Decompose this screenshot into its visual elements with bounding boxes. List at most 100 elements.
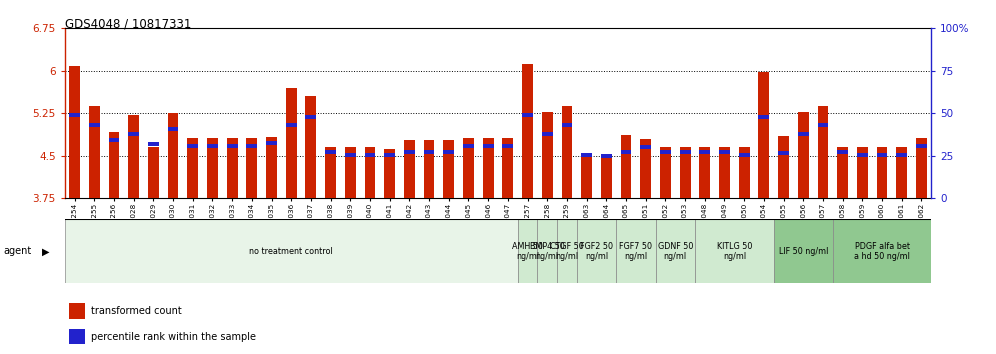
Bar: [798, 132, 809, 136]
Bar: [404, 150, 414, 154]
Bar: [365, 147, 375, 198]
Bar: [818, 106, 829, 198]
Text: percentile rank within the sample: percentile rank within the sample: [91, 332, 256, 342]
Bar: [621, 150, 631, 154]
Bar: [148, 142, 158, 147]
Bar: [557, 219, 577, 283]
Bar: [542, 132, 553, 136]
Bar: [286, 122, 297, 127]
Bar: [601, 154, 612, 198]
Bar: [774, 219, 833, 283]
Bar: [148, 147, 158, 198]
Bar: [577, 219, 617, 283]
Bar: [345, 147, 356, 198]
Bar: [778, 151, 789, 155]
Text: ▶: ▶: [42, 246, 50, 256]
Bar: [621, 135, 631, 198]
Bar: [876, 153, 887, 156]
Bar: [266, 141, 277, 145]
Bar: [227, 138, 238, 198]
Bar: [167, 113, 178, 198]
Bar: [640, 139, 651, 198]
Text: AMH 50
ng/ml: AMH 50 ng/ml: [512, 242, 543, 261]
Bar: [876, 147, 887, 198]
Bar: [502, 144, 513, 148]
Bar: [306, 115, 317, 119]
Bar: [306, 96, 317, 198]
Bar: [365, 153, 375, 156]
Bar: [695, 219, 774, 283]
Bar: [857, 153, 868, 156]
Bar: [345, 153, 356, 156]
Bar: [443, 150, 454, 154]
Bar: [502, 138, 513, 198]
Bar: [187, 144, 198, 148]
Bar: [542, 112, 553, 198]
Text: no treatment control: no treatment control: [249, 247, 333, 256]
Bar: [128, 132, 139, 136]
Bar: [423, 150, 434, 154]
Bar: [679, 150, 690, 154]
Bar: [246, 144, 257, 148]
Text: agent: agent: [3, 246, 31, 256]
Bar: [187, 138, 198, 198]
Bar: [65, 219, 518, 283]
Text: CTGF 50
ng/ml: CTGF 50 ng/ml: [550, 242, 584, 261]
Bar: [463, 138, 474, 198]
Bar: [857, 147, 868, 198]
Text: LIF 50 ng/ml: LIF 50 ng/ml: [779, 247, 828, 256]
Bar: [798, 112, 809, 198]
Bar: [167, 127, 178, 131]
Bar: [522, 113, 533, 117]
Bar: [69, 113, 80, 117]
Bar: [538, 219, 557, 283]
Bar: [266, 137, 277, 198]
Bar: [483, 144, 494, 148]
Bar: [896, 153, 907, 156]
Bar: [916, 144, 927, 148]
Bar: [719, 147, 730, 198]
Bar: [69, 66, 80, 198]
Bar: [739, 147, 750, 198]
Bar: [896, 147, 907, 198]
Bar: [640, 145, 651, 149]
Bar: [69, 329, 85, 344]
Bar: [286, 88, 297, 198]
Bar: [582, 153, 592, 156]
Bar: [109, 132, 120, 198]
Text: BMP4 50
ng/ml: BMP4 50 ng/ml: [530, 242, 565, 261]
Bar: [660, 147, 671, 198]
Bar: [518, 219, 538, 283]
Bar: [719, 150, 730, 154]
Text: FGF7 50
ng/ml: FGF7 50 ng/ml: [620, 242, 652, 261]
Bar: [601, 154, 612, 158]
Bar: [207, 144, 218, 148]
Bar: [562, 106, 573, 198]
Bar: [443, 140, 454, 198]
Text: transformed count: transformed count: [91, 306, 181, 316]
Bar: [758, 72, 769, 198]
Bar: [325, 147, 336, 198]
Bar: [660, 150, 671, 154]
Bar: [325, 150, 336, 154]
Bar: [423, 140, 434, 198]
Bar: [69, 303, 85, 319]
Bar: [679, 147, 690, 198]
Text: PDGF alfa bet
a hd 50 ng/ml: PDGF alfa bet a hd 50 ng/ml: [855, 242, 910, 261]
Text: KITLG 50
ng/ml: KITLG 50 ng/ml: [717, 242, 752, 261]
Bar: [384, 149, 395, 198]
Bar: [758, 115, 769, 119]
Bar: [89, 122, 100, 127]
Bar: [818, 122, 829, 127]
Bar: [109, 138, 120, 142]
Bar: [699, 150, 710, 154]
Bar: [778, 136, 789, 198]
Bar: [833, 219, 931, 283]
Bar: [617, 219, 655, 283]
Bar: [699, 147, 710, 198]
Bar: [739, 153, 750, 156]
Bar: [655, 219, 695, 283]
Text: FGF2 50
ng/ml: FGF2 50 ng/ml: [580, 242, 613, 261]
Text: GDNF 50
ng/ml: GDNF 50 ng/ml: [657, 242, 693, 261]
Text: GDS4048 / 10817331: GDS4048 / 10817331: [65, 18, 191, 31]
